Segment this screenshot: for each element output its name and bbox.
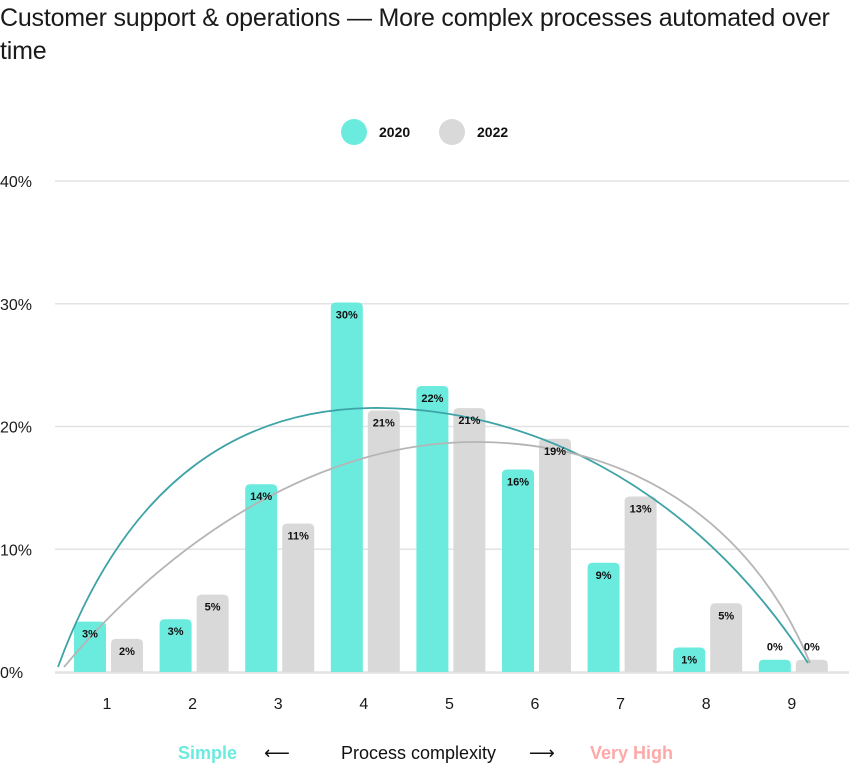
bar-value-label: 11%: [287, 530, 309, 542]
y-tick-label: 30%: [0, 297, 32, 314]
bar-2020-3[interactable]: [245, 484, 278, 672]
bar-value-label: 21%: [458, 415, 480, 427]
right-arrow-icon: ⟶: [529, 743, 555, 763]
x-axis-title: Process complexity: [341, 743, 497, 763]
bar-2022-1[interactable]: [111, 638, 143, 672]
bar-2020-1[interactable]: [74, 621, 106, 672]
x-tick-label: 1: [103, 696, 112, 713]
y-axis: 0% 10% 20% 30% 40%: [0, 174, 32, 682]
legend-swatch-2020-icon: [341, 119, 367, 145]
trendline-2020: [57, 407, 809, 668]
bar-2020-7[interactable]: [587, 562, 620, 672]
x-tick-label: 2: [188, 696, 197, 713]
y-tick-label: 0%: [0, 665, 23, 682]
bar-value-label: 9%: [596, 570, 612, 582]
y-tick-label: 10%: [0, 542, 32, 559]
bar-2020-8[interactable]: [673, 647, 706, 672]
bar-labels: 3% 2% 3% 5% 14% 11% 30% 21% 22% 21% 16% 19% 9% 13% 1% 5…: [82, 310, 820, 667]
bar-chart: 0%10%20%30%40% 3%2%3%5%14%11%30%21%22%21…: [0, 174, 849, 713]
bar-2020-4[interactable]: [330, 302, 363, 672]
chart-title: Customer support & operations — More com…: [0, 4, 830, 65]
bar-2022-2[interactable]: [196, 594, 229, 672]
bar-value-label: 14%: [250, 491, 272, 503]
bar-value-label: 3%: [168, 626, 184, 638]
bar-2022-9[interactable]: [795, 659, 828, 672]
bar-2022-7[interactable]: [624, 496, 657, 672]
very-high-label: Very High: [590, 743, 674, 763]
x-axis: 1 2 3 4 5 6 7 8 9: [103, 696, 797, 713]
bar-value-label: 16%: [507, 476, 529, 488]
legend-item-2020[interactable]: 2020: [341, 118, 410, 146]
gridlines: [55, 180, 849, 674]
x-tick-label: 4: [359, 696, 368, 713]
bar-2022-4[interactable]: [367, 410, 400, 672]
bar-2022-5[interactable]: [453, 408, 486, 672]
bar-2022-3[interactable]: [282, 523, 315, 672]
trendline-2022: [63, 441, 811, 668]
simple-label: Simple: [178, 743, 238, 763]
bar-2020-9[interactable]: [758, 659, 791, 672]
x-tick-label: 3: [274, 696, 283, 713]
x-tick-label: 7: [616, 696, 625, 713]
bar-value-label: 1%: [681, 654, 697, 666]
bar-2020-5[interactable]: [416, 385, 449, 672]
x-axis-footer: Simple ⟵ Process complexity ⟶ Very High: [0, 743, 849, 769]
trendlines: [57, 407, 811, 668]
bar-value-label: 22%: [421, 393, 443, 405]
legend-item-2022[interactable]: 2022: [439, 118, 508, 146]
bar-value-label: 0%: [767, 642, 783, 654]
bar-value-label: 30%: [336, 310, 358, 322]
bar-value-label: 5%: [718, 610, 734, 622]
bar-2022-8[interactable]: [710, 603, 743, 672]
x-tick-label: 5: [445, 696, 454, 713]
left-arrow-icon: ⟵: [264, 743, 290, 763]
legend-swatch-2022-icon: [439, 119, 465, 145]
bar-value-label: 13%: [630, 503, 652, 515]
bar-value-label: 0%: [804, 642, 820, 654]
bar-2022-6[interactable]: [539, 438, 571, 672]
x-tick-label: 9: [787, 696, 796, 713]
bar-2020-2[interactable]: [159, 619, 192, 672]
bars: [74, 302, 828, 672]
legend-label-2022: 2022: [477, 124, 509, 140]
x-tick-label: 6: [531, 696, 540, 713]
bar-value-label: 2%: [119, 646, 135, 658]
bar-value-label: 3%: [82, 629, 98, 641]
bar-value-label: 21%: [373, 418, 395, 430]
bar-value-label: 5%: [205, 602, 221, 614]
legend-label-2020: 2020: [379, 124, 411, 140]
bar-value-label: 19%: [544, 446, 566, 458]
chart-legend: 2020 2022: [0, 118, 849, 146]
y-tick-label: 40%: [0, 174, 32, 191]
bar-2020-6[interactable]: [502, 469, 534, 672]
y-tick-label: 20%: [0, 420, 32, 437]
x-tick-label: 8: [702, 696, 711, 713]
